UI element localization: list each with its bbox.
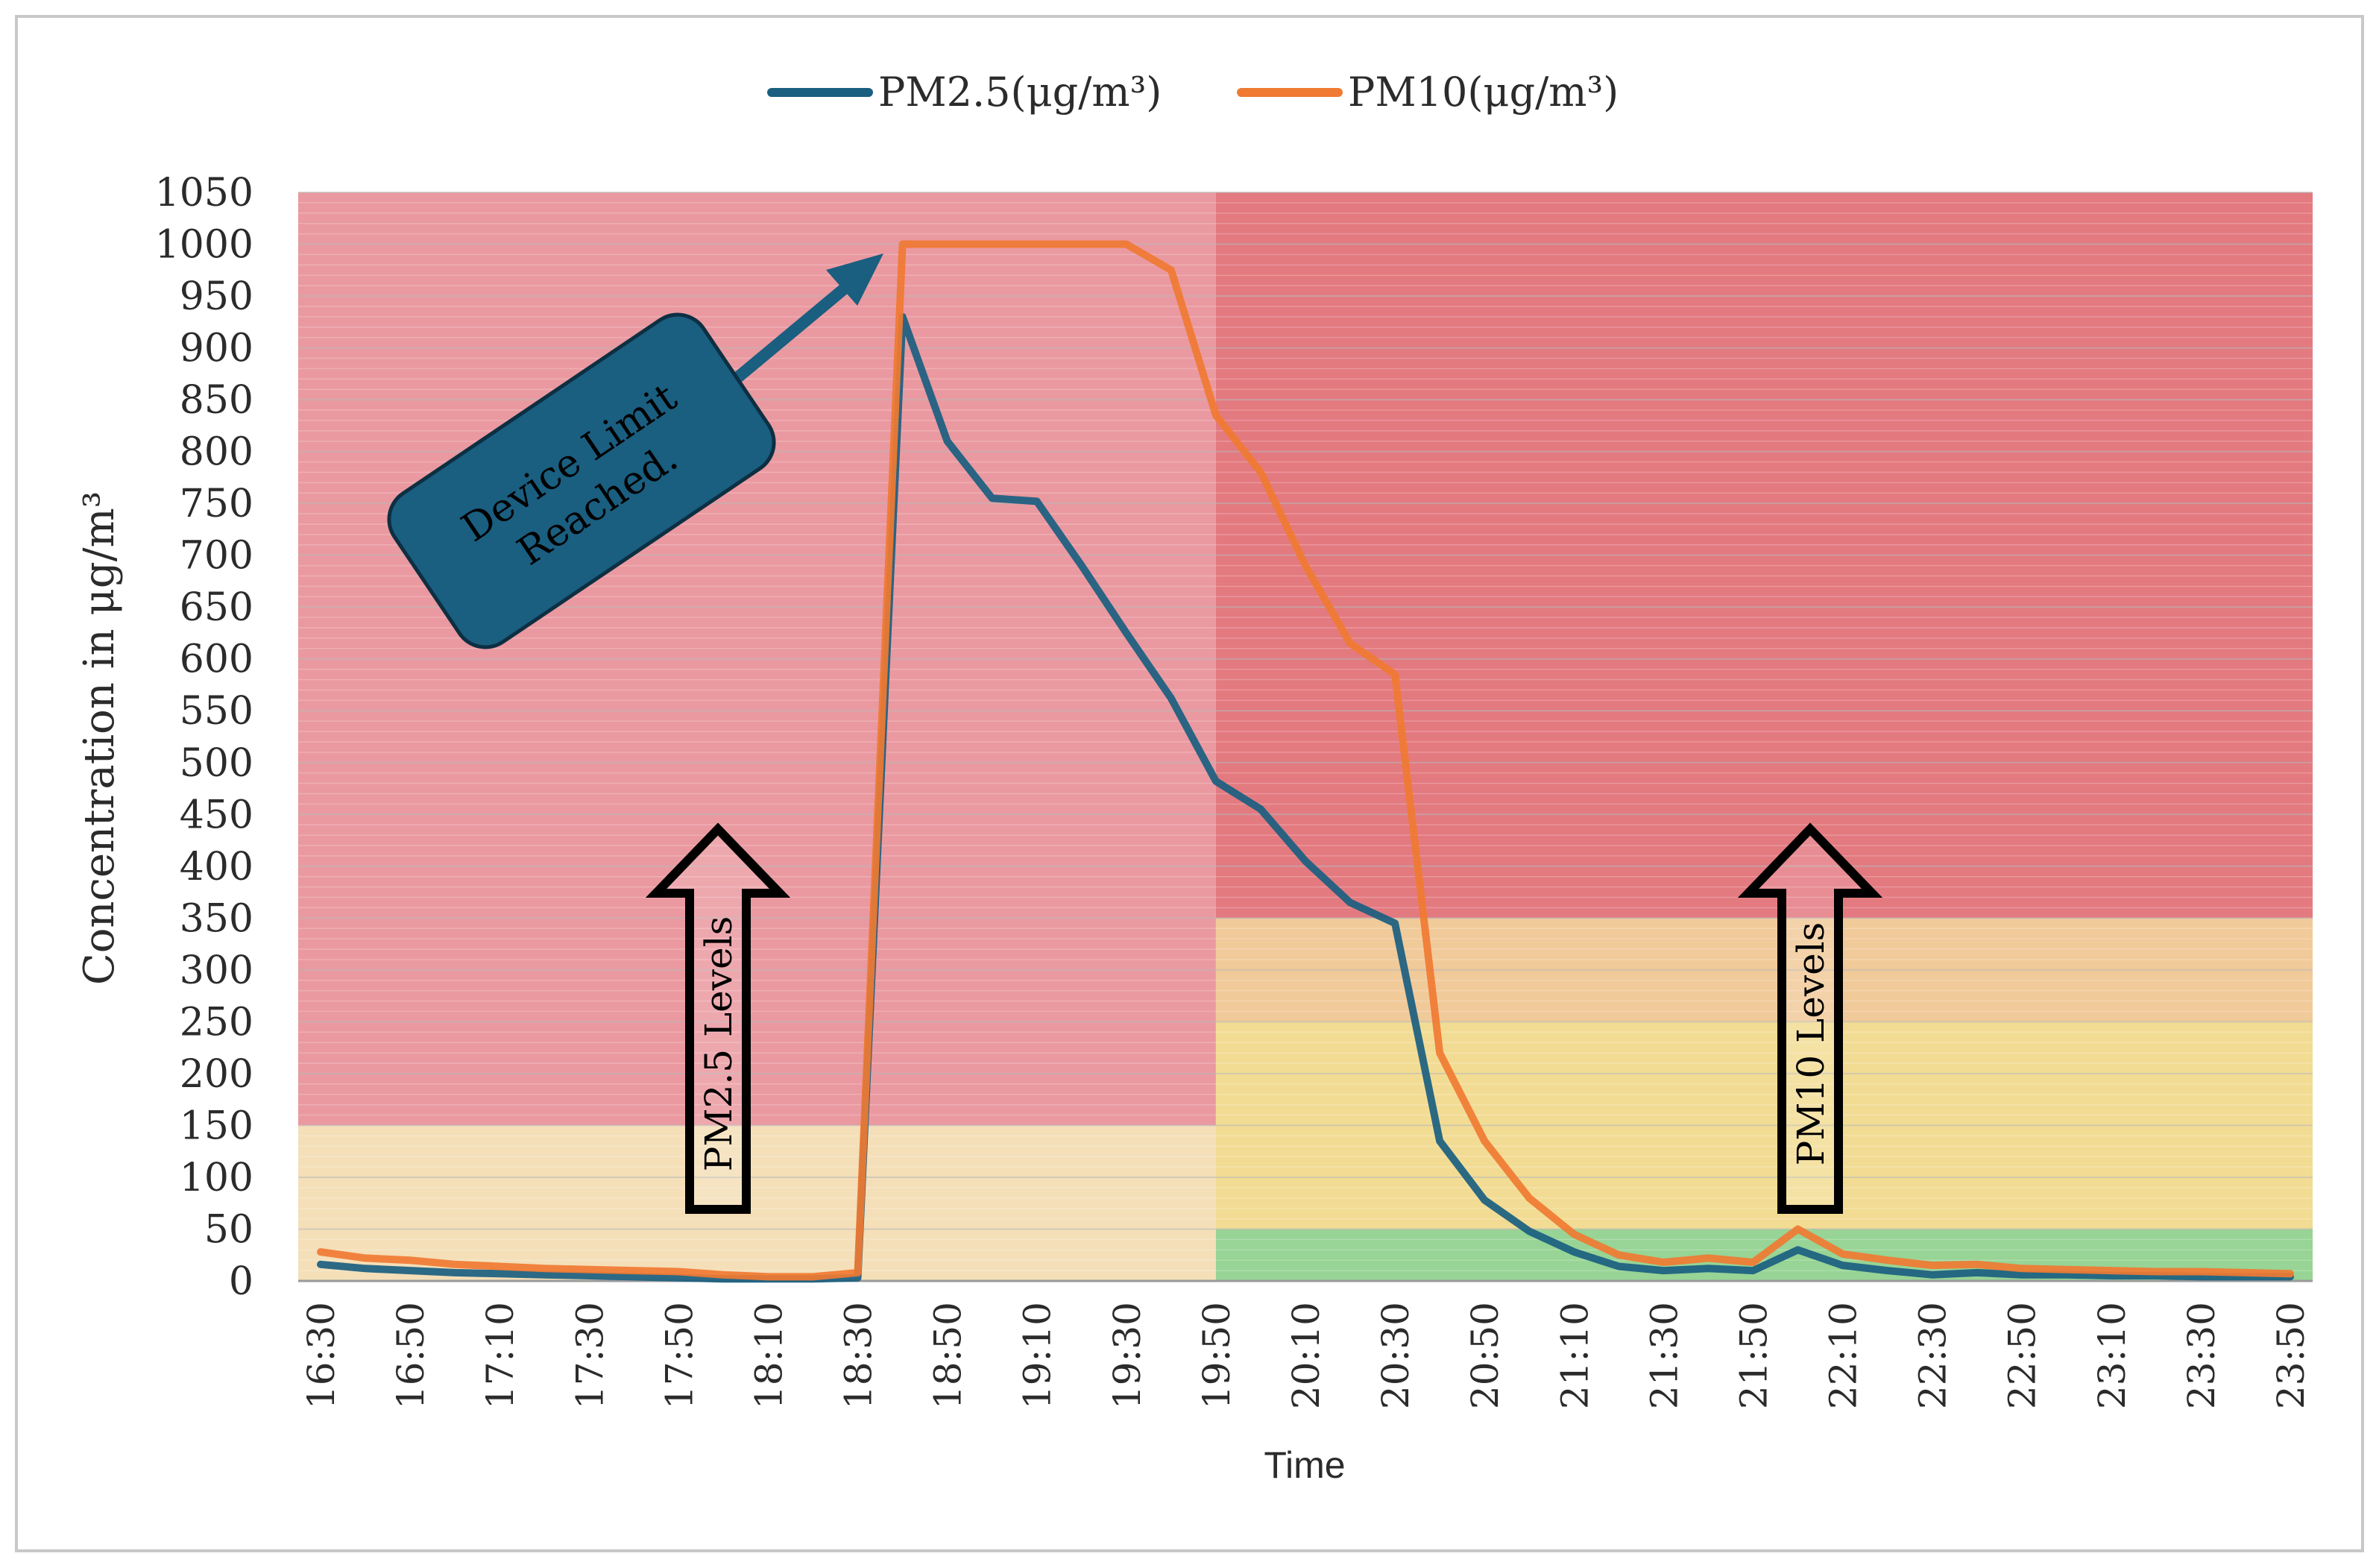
series-lines xyxy=(317,240,2294,1283)
legend: PM2.5(μg/m³) PM10(μg/m³) xyxy=(767,69,1619,116)
x-tick-label: 21:50 xyxy=(1732,1302,1775,1409)
x-tick-label: 19:10 xyxy=(1016,1302,1059,1409)
x-tick-label: 22:50 xyxy=(2001,1302,2044,1409)
y-tick-label: 200 xyxy=(180,1052,253,1097)
x-tick-label: 22:10 xyxy=(1822,1302,1865,1409)
legend-label-pm25: PM2.5(μg/m³) xyxy=(878,69,1162,116)
x-tick-label: 17:50 xyxy=(658,1302,701,1409)
pm25-levels-label: PM2.5 Levels xyxy=(697,916,740,1172)
x-tick-label: 17:10 xyxy=(479,1302,522,1409)
y-tick-label: 1000 xyxy=(155,223,253,268)
legend-item-pm25: PM2.5(μg/m³) xyxy=(767,69,1162,116)
x-tick-label: 21:10 xyxy=(1553,1302,1596,1409)
y-tick-label: 600 xyxy=(180,637,253,682)
x-tick-label: 21:30 xyxy=(1642,1302,1686,1409)
x-axis-label: Time xyxy=(1264,1444,1345,1486)
y-tick-label: 150 xyxy=(180,1103,253,1148)
x-axis-ticks: 16:30 16:50 17:10 17:30 17:50 18:10 18:30 18:50… xyxy=(300,1302,2313,1409)
x-tick-label: 18:50 xyxy=(927,1302,970,1409)
background-band-left-1 xyxy=(298,1125,1216,1281)
y-axis-ticks: 0 50 100 150 200 250 300 350 400 450 500 550 600 650 7… xyxy=(155,171,253,1304)
x-tick-label: 17:30 xyxy=(568,1302,611,1409)
series-line-pm10 xyxy=(317,240,2294,1281)
x-tick-label: 23:30 xyxy=(2180,1302,2223,1409)
callout-arrow-line xyxy=(730,282,851,385)
y-tick-label: 500 xyxy=(180,741,253,786)
x-tick-label: 19:50 xyxy=(1195,1302,1238,1409)
y-tick-label: 400 xyxy=(180,845,253,890)
y-tick-label: 450 xyxy=(180,793,253,837)
y-tick-label: 1050 xyxy=(155,171,253,215)
pm10-levels-arrow: PM10 Levels xyxy=(1737,822,1883,1214)
x-tick-label: 18:30 xyxy=(837,1302,880,1409)
callout-box xyxy=(387,312,776,649)
y-tick-label: 300 xyxy=(180,948,253,993)
x-tick-label: 22:30 xyxy=(1912,1302,1955,1409)
y-tick-label: 50 xyxy=(204,1207,253,1252)
pm25-levels-arrow: PM2.5 Levels xyxy=(645,822,791,1214)
pm10-levels-label: PM10 Levels xyxy=(1789,922,1833,1166)
x-tick-label: 16:30 xyxy=(300,1302,343,1409)
y-tick-label: 850 xyxy=(180,378,253,423)
background-bands xyxy=(298,192,2313,1281)
y-tick-label: 750 xyxy=(180,482,253,526)
series-line-pm25 xyxy=(317,312,2294,1283)
pm10-levels-arrow-shape xyxy=(1737,822,1883,1214)
y-tick-label: 800 xyxy=(180,430,253,475)
y-tick-label: 550 xyxy=(180,689,253,734)
y-tick-label: 250 xyxy=(180,1000,253,1045)
legend-item-pm10: PM10(μg/m³) xyxy=(1237,69,1619,116)
y-tick-label: 0 xyxy=(229,1259,253,1304)
x-tick-label: 20:30 xyxy=(1374,1302,1417,1409)
legend-label-pm10: PM10(μg/m³) xyxy=(1348,69,1619,116)
y-tick-label: 700 xyxy=(180,534,253,579)
y-tick-label: 900 xyxy=(180,327,253,371)
x-tick-label: 20:10 xyxy=(1285,1302,1328,1409)
x-tick-label: 19:30 xyxy=(1106,1302,1149,1409)
gridlines xyxy=(298,192,2313,1282)
y-tick-label: 350 xyxy=(180,896,253,941)
callout-arrow-head xyxy=(826,254,883,306)
y-tick-label: 650 xyxy=(180,585,253,630)
x-tick-label: 23:10 xyxy=(2090,1302,2134,1409)
x-tick-label: 23:50 xyxy=(2269,1302,2313,1409)
pm25-levels-arrow-shape xyxy=(645,822,791,1214)
y-tick-label: 950 xyxy=(180,274,253,319)
y-axis-label: Concentration in μg/m³ xyxy=(75,491,124,985)
x-tick-label: 16:50 xyxy=(389,1302,432,1409)
y-tick-label: 100 xyxy=(180,1156,253,1200)
x-tick-label: 20:50 xyxy=(1463,1302,1507,1409)
x-tick-label: 18:10 xyxy=(747,1302,790,1409)
